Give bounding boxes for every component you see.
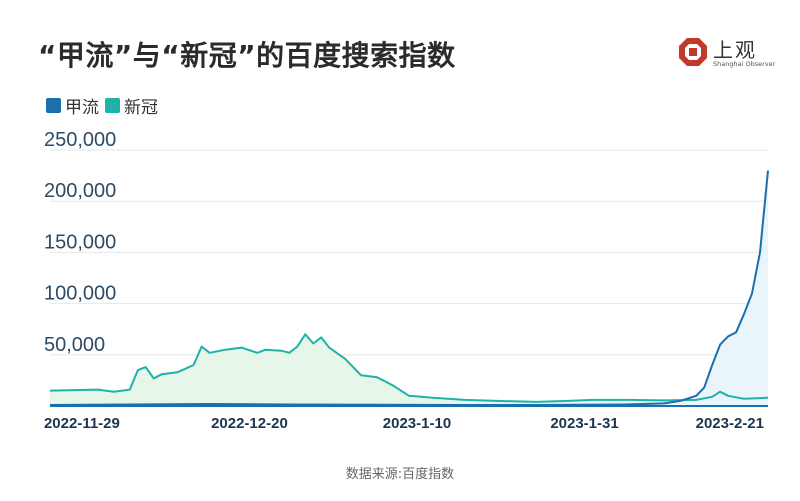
legend-label-flu: 甲流 bbox=[65, 98, 99, 118]
legend-swatch-flu bbox=[46, 98, 61, 113]
ytick-label-4: 250,000 bbox=[44, 129, 116, 151]
xtick-label-0: 2022-11-29 bbox=[44, 415, 120, 432]
series-area-1 bbox=[50, 334, 768, 406]
series-line-1 bbox=[49, 333, 769, 403]
legend-label-covid: 新冠 bbox=[124, 98, 158, 118]
ytick-label-2: 150,000 bbox=[44, 231, 116, 253]
legend-item-flu: 甲流 bbox=[46, 93, 99, 118]
ytick-label-1: 100,000 bbox=[44, 283, 116, 305]
ytick-label-3: 200,000 bbox=[44, 180, 116, 202]
source-note: 数据来源:百度指数 bbox=[345, 467, 455, 482]
logo-octagon-icon bbox=[679, 38, 707, 66]
legend-swatch-covid bbox=[105, 98, 120, 113]
xtick-label-1: 2022-12-20 bbox=[211, 415, 288, 432]
legend-item-covid: 新冠 bbox=[105, 93, 158, 118]
logo-text: 上观 bbox=[713, 38, 757, 62]
xtick-label-2: 2023-1-10 bbox=[383, 415, 451, 432]
chart-title: “甲流”与“新冠”的百度搜索指数 bbox=[38, 39, 456, 72]
xtick-label-4: 2023-2-21 bbox=[696, 415, 764, 432]
ytick-label-0: 50,000 bbox=[44, 334, 105, 356]
logo: 上观 Shanghai Observer bbox=[678, 34, 775, 74]
series-area-0 bbox=[50, 170, 768, 406]
legend: 甲流 新冠 bbox=[46, 93, 164, 118]
logo-subtext: Shanghai Observer bbox=[713, 60, 776, 68]
series-line-0 bbox=[49, 170, 769, 406]
xtick-label-3: 2023-1-31 bbox=[550, 415, 618, 432]
